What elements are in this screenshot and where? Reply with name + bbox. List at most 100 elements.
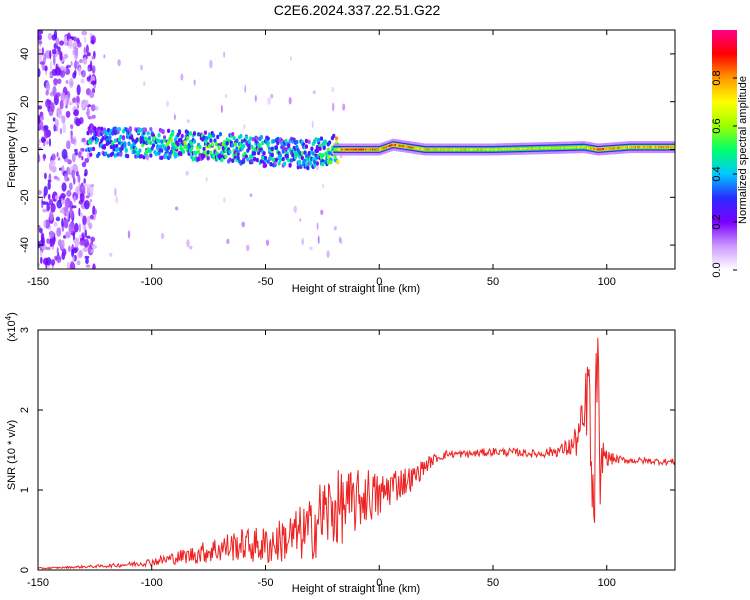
- spectrogram-band-cell: [263, 163, 268, 168]
- spectrogram-ridge-core: [536, 147, 539, 150]
- spectrogram-ridge-core: [647, 146, 649, 149]
- spectrogram-noise-blob: [83, 173, 87, 177]
- spectrogram-ridge-core: [482, 148, 484, 151]
- spectrogram-noise-blob: [43, 153, 46, 162]
- spectrogram-ridge-core: [354, 148, 357, 151]
- spectrogram-noise-blob: [50, 203, 56, 213]
- snr-x-label: Height of straight line (km): [292, 583, 420, 595]
- spectrogram-band-cell: [206, 156, 210, 161]
- spectrogram-ridge-core: [509, 148, 512, 151]
- spectrogram-ridge-core: [600, 148, 603, 151]
- spectrogram-band-cell: [278, 157, 283, 162]
- spectrogram-noise-blob: [43, 128, 49, 139]
- spectrogram-noise-blob: [57, 78, 62, 85]
- spectrogram-ridge-core: [356, 148, 358, 151]
- spectrogram-ridge-core: [440, 148, 442, 151]
- snr-background: [38, 330, 675, 570]
- spectrogram-noise-blob: [91, 55, 95, 60]
- spectrogram-ridge-core: [428, 148, 431, 151]
- spectrogram-noise-blob: [73, 61, 78, 69]
- spectrogram-ridge-core: [565, 146, 567, 149]
- spectrogram-band-cell: [307, 151, 311, 156]
- spectrogram-ridge-core: [656, 146, 658, 149]
- spectrogram-band-cell: [270, 152, 274, 158]
- spectrogram-ridge-core: [515, 147, 517, 150]
- spectrogram-x-tick-label: -50: [258, 276, 274, 288]
- spectrogram-band-cell: [192, 131, 197, 136]
- spectrogram-ridge-core: [518, 147, 521, 150]
- spectrogram-band-cell: [124, 148, 128, 153]
- spectrogram-band-cell: [202, 146, 206, 152]
- spectrogram-band-cell: [326, 147, 330, 152]
- spectrogram-ridge-core: [581, 146, 583, 149]
- spectrogram-ridge-core: [667, 146, 670, 149]
- spectrogram-noise-blob: [55, 37, 60, 46]
- spectrogram-band-cell: [91, 146, 96, 152]
- spectrogram-noise-blob: [53, 94, 59, 106]
- spectrogram-noise-blob: [83, 178, 86, 184]
- spectrogram-band-cell: [235, 138, 239, 144]
- spectrogram-ridge-core: [349, 148, 351, 151]
- spectrogram-noise-blob: [90, 104, 96, 112]
- spectrogram-noise-blob: [83, 36, 87, 43]
- spectrogram-noise-blob: [86, 186, 89, 197]
- colorbar-label: Normalized spectral amplitude: [737, 76, 749, 224]
- spectrogram-ridge-core: [490, 148, 492, 151]
- spectrogram-ridge-core: [631, 146, 633, 149]
- spectrogram-noise-blob: [270, 93, 274, 99]
- spectrogram-band-cell: [288, 163, 292, 168]
- spectrogram-noise-blob: [290, 55, 292, 61]
- spectrogram-noise-blob: [70, 60, 73, 67]
- colorbar-tick-label: 0.6: [711, 118, 723, 133]
- spectrogram-ridge-core: [353, 148, 356, 151]
- spectrogram-band-cell: [93, 126, 97, 131]
- spectrogram-noise-blob: [87, 67, 91, 72]
- spectrogram-ridge-core: [438, 148, 440, 151]
- spectrogram-noise-blob: [189, 245, 193, 250]
- spectrogram-noise-blob: [38, 40, 43, 45]
- spectrogram-noise-blob: [53, 30, 58, 40]
- spectrogram-band-cell: [240, 139, 244, 144]
- spectrogram-band-cell: [169, 138, 173, 143]
- spectrogram-noise-blob: [52, 54, 56, 66]
- spectrogram-ridge-core: [588, 146, 590, 149]
- spectrogram-ridge-core: [560, 146, 563, 149]
- spectrogram-ridge-core: [481, 148, 483, 151]
- spectrogram-noise-blob: [44, 49, 51, 59]
- spectrogram-ridge-core: [635, 146, 638, 149]
- spectrogram-ridge-core: [415, 147, 417, 150]
- spectrogram-noise-blob: [224, 94, 228, 98]
- spectrogram-ridge-core: [590, 147, 593, 150]
- spectrogram-ridge-core: [425, 148, 428, 151]
- spectrogram-ridge-core: [474, 148, 476, 151]
- spectrogram-band-cell: [113, 153, 117, 158]
- spectrogram-noise-blob: [47, 193, 51, 200]
- spectrogram-band-cell: [248, 136, 253, 141]
- spectrogram-band-cell: [315, 161, 319, 166]
- spectrogram-ridge-core: [660, 146, 663, 149]
- colorbar-tick-label: 0.2: [711, 214, 723, 229]
- spectrogram-noise-blob: [59, 128, 63, 135]
- spectrogram-ridge-core: [531, 147, 533, 150]
- spectrogram-ridge-core: [430, 148, 432, 151]
- spectrogram-band-cell: [105, 131, 109, 136]
- spectrogram-ridge-core: [379, 148, 382, 151]
- spectrogram-ridge-core: [470, 148, 473, 151]
- spectrogram-ridge-core: [406, 145, 408, 148]
- spectrogram-ridge-core: [373, 148, 375, 151]
- spectrogram-noise-blob: [68, 182, 73, 191]
- spectrogram-ridge-core: [549, 147, 552, 150]
- spectrogram-ridge-core: [344, 148, 347, 151]
- spectrogram-noise-blob: [55, 118, 59, 128]
- spectrogram-ridge-core: [645, 146, 647, 149]
- spectrogram-band-cell: [329, 160, 333, 165]
- spectrogram-noise-blob: [69, 81, 74, 86]
- spectrogram-ridge-core: [643, 146, 646, 149]
- spectrogram-noise-blob: [65, 231, 71, 239]
- spectrogram-band-cell: [117, 127, 122, 132]
- spectrogram-noise-blob: [62, 123, 67, 134]
- spectrogram-ridge-core: [447, 148, 449, 151]
- spectrogram-band-cell: [231, 158, 235, 163]
- spectrogram-band-cell: [143, 127, 147, 133]
